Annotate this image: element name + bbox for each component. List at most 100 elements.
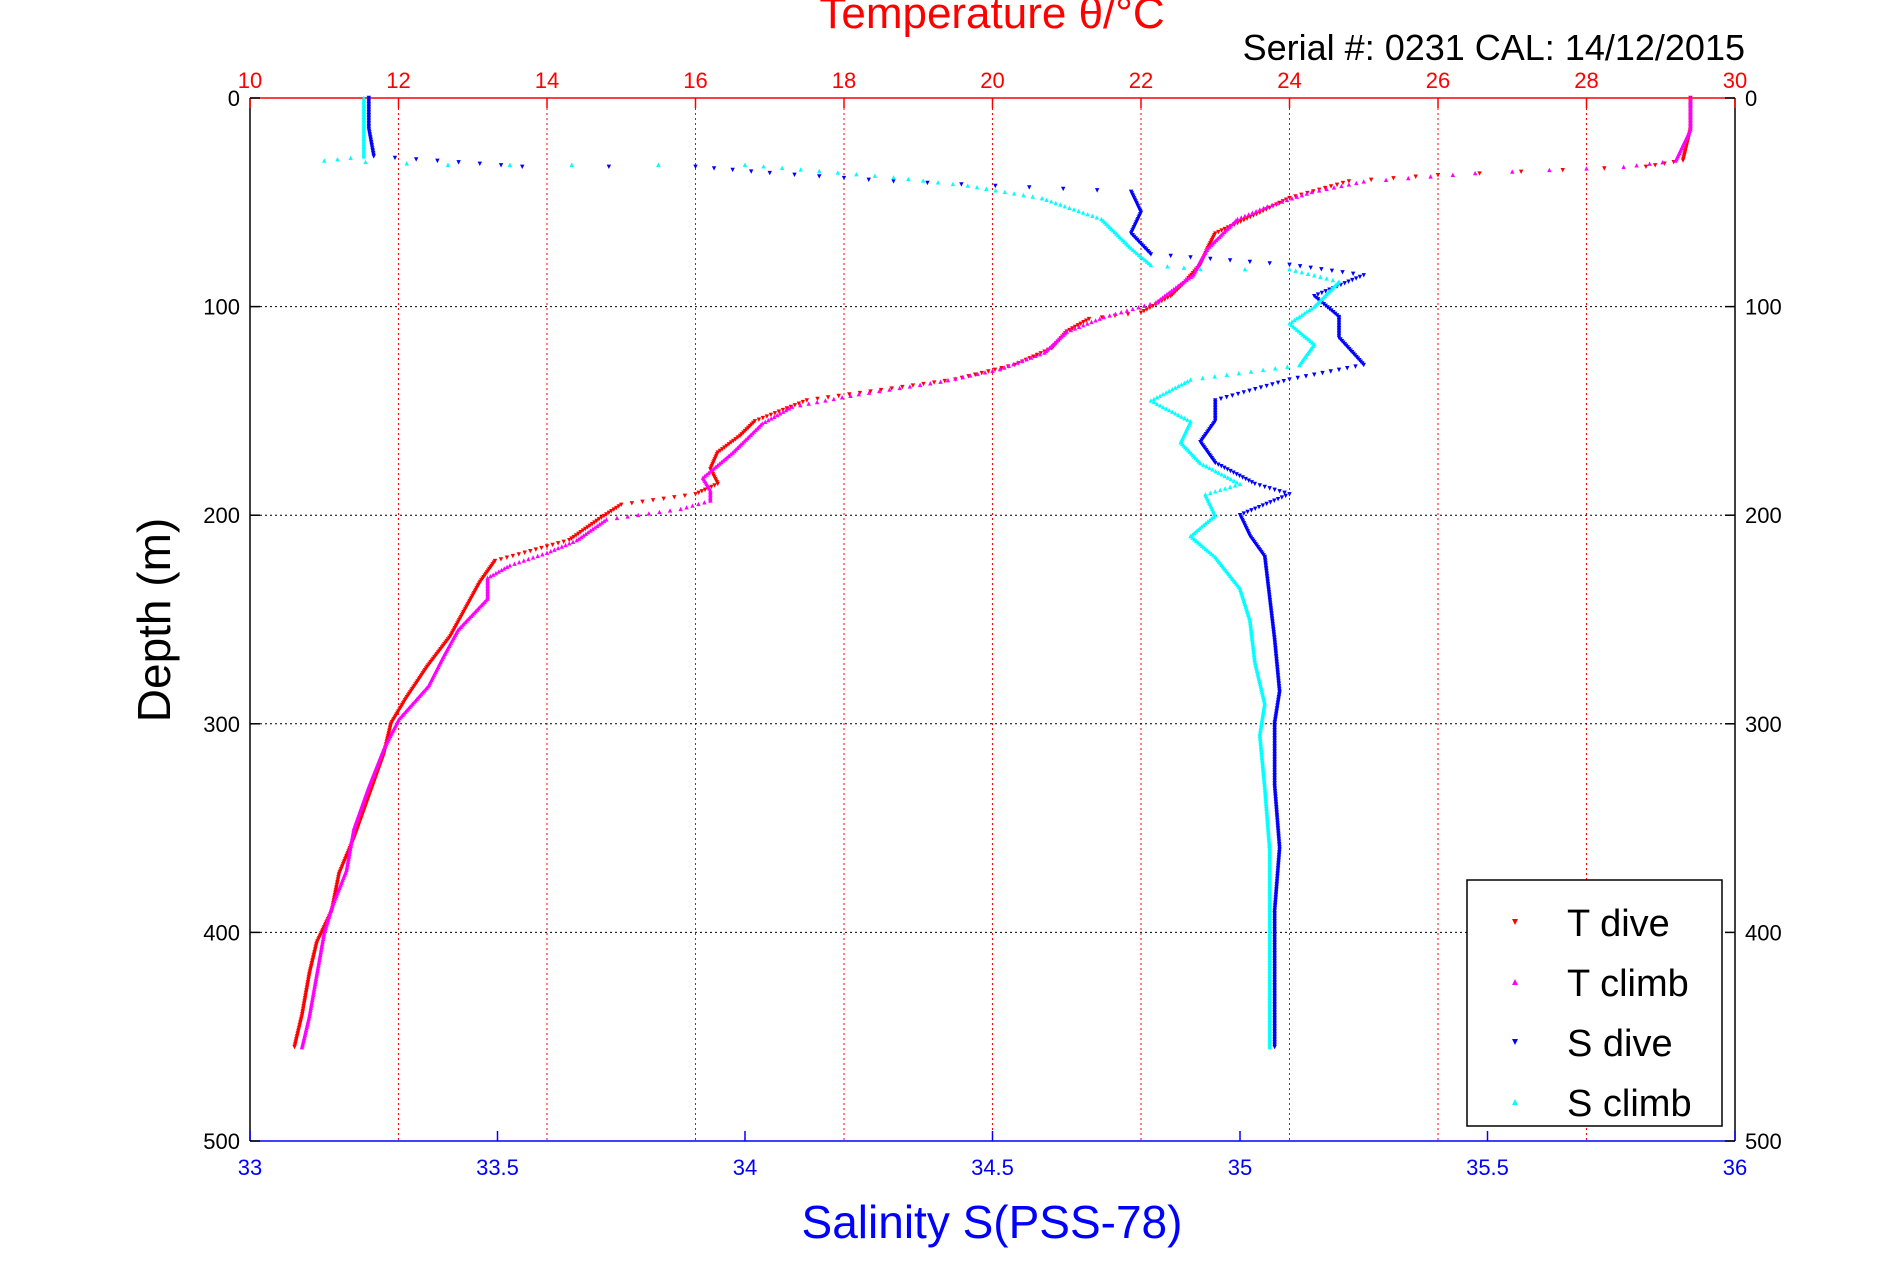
- data-point: [1353, 364, 1358, 369]
- data-point: [1147, 305, 1153, 311]
- data-point: [1428, 174, 1433, 179]
- data-point: [1210, 467, 1215, 472]
- data-point: [1243, 476, 1248, 482]
- data-point: [761, 164, 766, 169]
- data-point: [780, 409, 786, 414]
- data-point: [696, 501, 701, 507]
- data-point: [646, 511, 652, 516]
- data-point: [1034, 352, 1040, 358]
- data-point: [569, 536, 574, 541]
- data-point: [1107, 313, 1112, 318]
- data-point: [1240, 475, 1245, 480]
- data-point: [1184, 277, 1189, 282]
- data-point: [1169, 288, 1174, 293]
- depth-tick-label-left: 400: [203, 920, 240, 945]
- data-point: [445, 162, 451, 167]
- data-point: [1160, 391, 1166, 397]
- data-point: [1338, 282, 1344, 288]
- temperature-tick-label: 18: [832, 68, 856, 93]
- legend-label: S dive: [1567, 1023, 1673, 1065]
- data-point: [1265, 204, 1270, 209]
- data-point: [1272, 487, 1277, 493]
- data-point: [619, 502, 624, 507]
- data-point: [1162, 293, 1167, 298]
- data-point: [945, 377, 951, 383]
- data-point: [720, 447, 725, 452]
- data-point: [1222, 473, 1227, 479]
- data-point: [907, 384, 913, 389]
- data-point: [769, 416, 774, 421]
- data-point: [1329, 308, 1334, 313]
- salinity-tick-label: 35.5: [1466, 1155, 1509, 1180]
- temperature-tick-label: 28: [1574, 68, 1598, 93]
- data-point: [550, 542, 555, 548]
- data-point: [1157, 403, 1163, 408]
- data-point: [1216, 462, 1221, 467]
- data-point: [1140, 256, 1146, 261]
- data-point: [1325, 305, 1330, 310]
- data-point: [1323, 303, 1328, 308]
- data-point: [1270, 382, 1275, 387]
- data-point: [938, 379, 943, 384]
- data-point: [496, 569, 501, 574]
- data-point: [1171, 286, 1176, 292]
- data-point: [1231, 470, 1236, 475]
- data-point: [477, 161, 483, 167]
- data-point: [1185, 417, 1190, 422]
- data-point: [629, 501, 635, 506]
- data-point: [959, 182, 964, 187]
- data-point: [592, 520, 597, 525]
- data-point: [1319, 267, 1324, 272]
- data-point: [1268, 500, 1273, 505]
- data-point: [1328, 369, 1333, 374]
- data-point: [1160, 295, 1165, 300]
- data-point: [587, 523, 593, 528]
- data-point: [1317, 188, 1322, 193]
- data-point: [606, 164, 612, 170]
- data-point: [690, 503, 695, 508]
- data-point: [1257, 483, 1262, 488]
- data-point: [588, 528, 593, 533]
- temperature-tick-label: 20: [980, 68, 1004, 93]
- data-point: [611, 507, 617, 512]
- data-point: [1299, 192, 1305, 198]
- data-point: [1053, 200, 1058, 206]
- data-point: [1312, 293, 1317, 299]
- data-point: [1346, 179, 1352, 184]
- data-point: [1267, 486, 1272, 491]
- data-point: [1039, 195, 1045, 201]
- data-point: [891, 179, 896, 184]
- series-t-climb: [299, 95, 1693, 1050]
- legend-label: T climb: [1567, 963, 1689, 1005]
- data-point: [1168, 293, 1173, 299]
- data-point: [604, 512, 609, 517]
- depth-tick-label-right: 500: [1745, 1129, 1782, 1154]
- data-point: [1232, 483, 1238, 488]
- data-point: [1331, 310, 1336, 315]
- data-point: [1067, 205, 1072, 210]
- data-point: [555, 545, 561, 551]
- data-point: [1236, 370, 1242, 376]
- depth-tick-label-left: 0: [228, 86, 240, 111]
- data-point: [935, 180, 941, 185]
- data-point: [1224, 372, 1229, 377]
- data-point: [684, 505, 689, 510]
- data-point: [917, 382, 923, 388]
- data-point: [1044, 197, 1049, 202]
- depth-tick-label-left: 300: [203, 712, 240, 737]
- data-point: [993, 188, 998, 193]
- data-point: [650, 498, 656, 503]
- data-point: [1006, 363, 1012, 369]
- data-point: [1190, 273, 1196, 278]
- data-point: [1030, 194, 1035, 199]
- data-point: [1166, 407, 1172, 413]
- data-point: [857, 390, 863, 396]
- data-point: [1510, 169, 1515, 174]
- data-point: [1148, 252, 1154, 257]
- data-point: [1011, 191, 1017, 196]
- data-point: [1119, 309, 1124, 315]
- data-point: [1267, 261, 1272, 266]
- data-point: [590, 526, 595, 532]
- data-point: [942, 378, 947, 384]
- data-point: [856, 392, 862, 397]
